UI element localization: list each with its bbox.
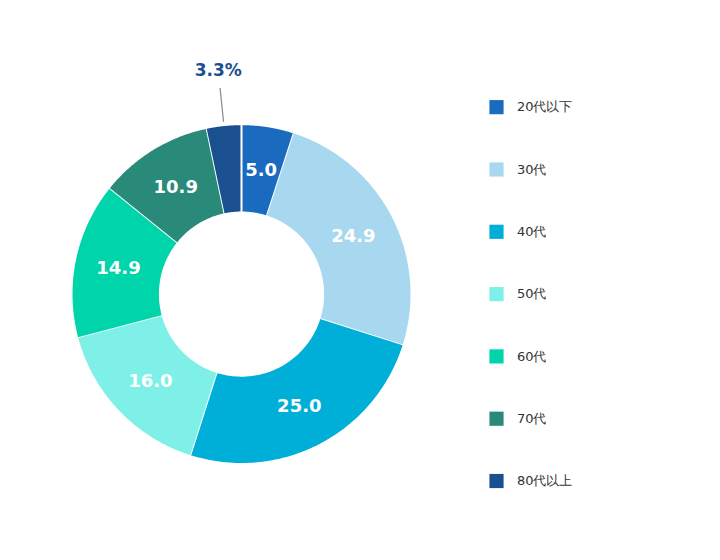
svg-text:10.9: 10.9 <box>154 176 198 197</box>
svg-text:3.3%: 3.3% <box>195 60 242 80</box>
svg-text:60代: 60代 <box>517 349 547 364</box>
svg-text:24.9: 24.9 <box>331 225 375 246</box>
svg-text:50代: 50代 <box>517 286 547 301</box>
svg-text:14.9: 14.9 <box>96 257 140 278</box>
svg-text:25.0: 25.0 <box>277 395 321 416</box>
svg-text:30代: 30代 <box>517 162 547 177</box>
svg-text:16.0: 16.0 <box>128 370 172 391</box>
svg-text:5.0: 5.0 <box>245 159 277 180</box>
svg-text:80代以上: 80代以上 <box>517 473 573 488</box>
svg-text:20代以下: 20代以下 <box>517 99 573 114</box>
svg-text:70代: 70代 <box>517 411 547 426</box>
svg-text:40代: 40代 <box>517 224 547 239</box>
